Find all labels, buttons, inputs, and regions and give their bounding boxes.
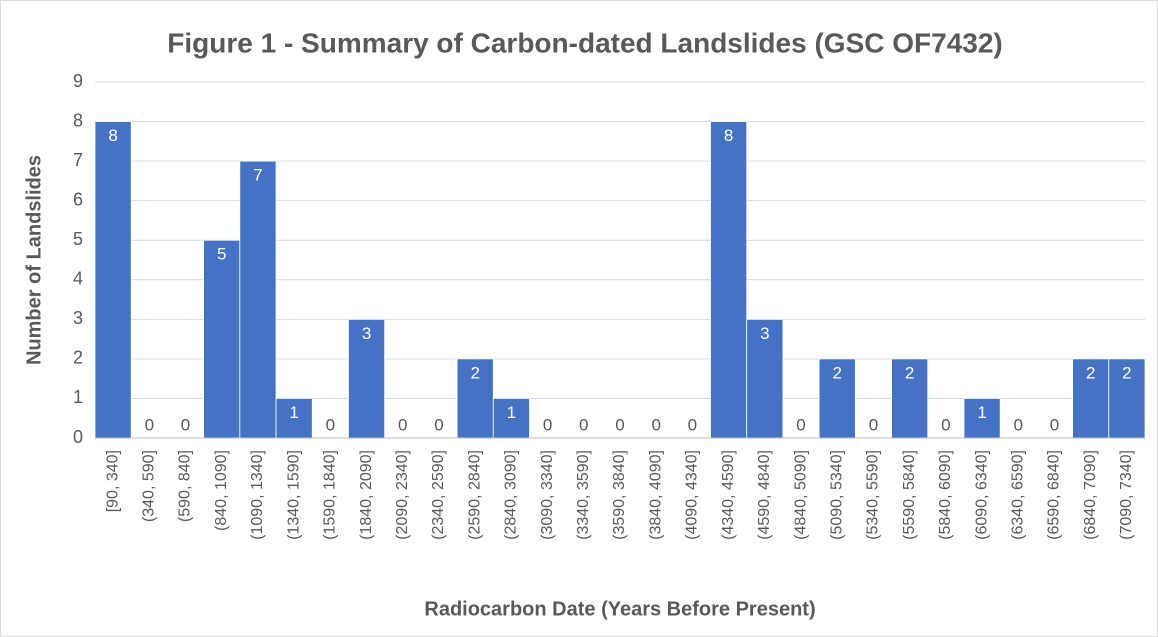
x-tick-label: [90, 340] bbox=[104, 450, 121, 512]
bar bbox=[818, 358, 856, 439]
data-label: 8 bbox=[724, 126, 733, 145]
bar bbox=[492, 398, 530, 439]
x-tick-label: (4590, 4840] bbox=[756, 450, 773, 540]
y-tick-label: 4 bbox=[73, 269, 83, 289]
bar bbox=[239, 160, 277, 439]
data-label: 0 bbox=[398, 415, 407, 434]
data-label: 1 bbox=[289, 403, 298, 422]
data-label: 0 bbox=[543, 415, 552, 434]
x-tick-label: (840, 1090] bbox=[213, 450, 230, 531]
x-tick-label: (4340, 4590] bbox=[720, 450, 737, 540]
x-tick-label: (2840, 3090] bbox=[503, 450, 520, 540]
x-tick-label: (3340, 3590] bbox=[575, 450, 592, 540]
data-label: 0 bbox=[326, 415, 335, 434]
x-tick-label: (2590, 2840] bbox=[466, 450, 483, 540]
y-tick-label: 1 bbox=[73, 387, 83, 407]
x-tick-label: (1090, 1340] bbox=[249, 450, 266, 540]
data-label: 0 bbox=[688, 415, 697, 434]
x-tick-label: (3840, 4090] bbox=[647, 450, 664, 540]
y-tick-label: 7 bbox=[73, 150, 83, 170]
bar bbox=[891, 358, 929, 439]
x-tick-label: (4840, 5090] bbox=[792, 450, 809, 540]
x-axis-title: Radiocarbon Date (Years Before Present) bbox=[424, 598, 815, 620]
y-tick-label: 2 bbox=[73, 348, 83, 368]
x-tick-label: (4090, 4340] bbox=[684, 450, 701, 540]
y-tick-label: 3 bbox=[73, 308, 83, 328]
bar bbox=[1072, 358, 1110, 439]
x-tick-label: (5090, 5340] bbox=[828, 450, 845, 540]
bar bbox=[710, 121, 748, 439]
x-tick-label: (6590, 6840] bbox=[1046, 450, 1063, 540]
data-label: 2 bbox=[1122, 363, 1131, 382]
data-label: 0 bbox=[941, 415, 950, 434]
x-tick-label: (1590, 1840] bbox=[322, 450, 339, 540]
data-label: 2 bbox=[905, 363, 914, 382]
data-label: 0 bbox=[579, 415, 588, 434]
data-label: 1 bbox=[977, 403, 986, 422]
y-axis-title: Number of Landslides bbox=[23, 155, 45, 365]
x-tick-label: (6840, 7090] bbox=[1082, 450, 1099, 540]
data-label: 3 bbox=[760, 324, 769, 343]
data-label: 0 bbox=[434, 415, 443, 434]
data-label: 0 bbox=[796, 415, 805, 434]
x-tick-label: (5840, 6090] bbox=[937, 450, 954, 540]
bar bbox=[275, 398, 313, 439]
x-tick-label: (1840, 2090] bbox=[358, 450, 375, 540]
data-label: 2 bbox=[833, 363, 842, 382]
y-tick-label: 0 bbox=[73, 427, 83, 447]
data-label: 0 bbox=[615, 415, 624, 434]
y-tick-label: 8 bbox=[73, 110, 83, 130]
data-label: 0 bbox=[1050, 415, 1059, 434]
x-tick-label: (7090, 7340] bbox=[1118, 450, 1135, 540]
data-label: 2 bbox=[1086, 363, 1095, 382]
x-tick-label: (1340, 1590] bbox=[285, 450, 302, 540]
x-tick-label: (3090, 3340] bbox=[539, 450, 556, 540]
data-label: 8 bbox=[108, 126, 117, 145]
x-tick-label: (340, 590] bbox=[141, 450, 158, 522]
bar bbox=[203, 239, 241, 439]
x-tick-label: (6090, 6340] bbox=[973, 450, 990, 540]
data-label: 5 bbox=[217, 245, 226, 264]
data-label: 2 bbox=[470, 363, 479, 382]
data-label: 1 bbox=[507, 403, 516, 422]
bar bbox=[94, 121, 132, 439]
x-tick-label: (590, 840] bbox=[177, 450, 194, 522]
chart-title: Figure 1 - Summary of Carbon-dated Lands… bbox=[167, 27, 1003, 58]
x-tick-label: (6340, 6590] bbox=[1009, 450, 1026, 540]
data-label: 0 bbox=[651, 415, 660, 434]
x-tick-label: (3590, 3840] bbox=[611, 450, 628, 540]
x-tick-label: (5590, 5840] bbox=[901, 450, 918, 540]
x-tick-label: (2340, 2590] bbox=[430, 450, 447, 540]
y-tick-label: 6 bbox=[73, 189, 83, 209]
bar bbox=[746, 318, 784, 439]
x-tick-label: (5340, 5590] bbox=[865, 450, 882, 540]
x-tick-label: (2090, 2340] bbox=[394, 450, 411, 540]
y-tick-label: 5 bbox=[73, 229, 83, 249]
data-label: 0 bbox=[181, 415, 190, 434]
data-label: 0 bbox=[1014, 415, 1023, 434]
data-label: 7 bbox=[253, 166, 262, 185]
bar bbox=[348, 318, 386, 439]
data-label: 0 bbox=[145, 415, 154, 434]
bar bbox=[1108, 358, 1146, 439]
y-tick-label: 9 bbox=[73, 71, 83, 91]
data-label: 3 bbox=[362, 324, 371, 343]
data-label: 0 bbox=[869, 415, 878, 434]
